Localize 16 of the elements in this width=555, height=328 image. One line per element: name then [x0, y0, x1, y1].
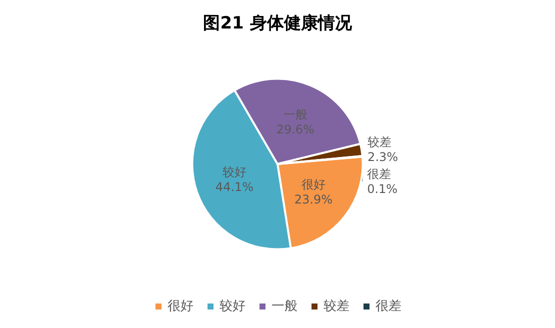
- legend-label: 很差: [376, 299, 402, 314]
- slice-label: 较好: [222, 164, 246, 179]
- legend-label: 较差: [324, 299, 350, 314]
- data-label: 29.6%: [276, 122, 314, 137]
- slice-label: 一般: [283, 108, 308, 122]
- slice-label: 很差: [367, 166, 392, 181]
- chart-title: 图21 身体健康情况: [203, 14, 353, 34]
- data-label: 23.9%: [294, 192, 333, 207]
- data-label: 2.3%: [368, 150, 398, 164]
- legend-label: 较好: [220, 299, 246, 314]
- data-label: 0.1%: [367, 182, 398, 196]
- legend-label: 一般: [272, 299, 298, 314]
- slice-label: 较差: [368, 134, 392, 149]
- data-label: 44.1%: [215, 180, 254, 194]
- slice-label: 很好: [301, 178, 326, 192]
- legend-label: 很好: [168, 299, 194, 314]
